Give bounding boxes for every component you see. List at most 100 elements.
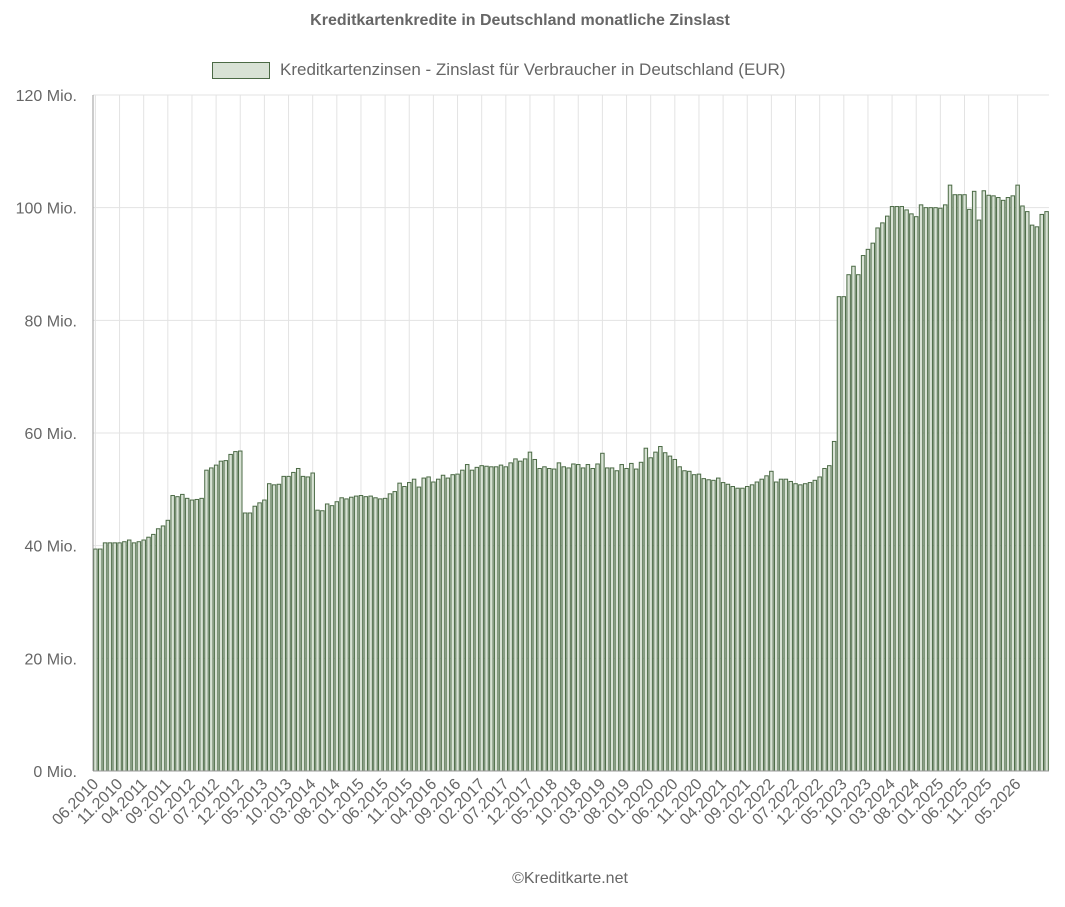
bar-03.2026[interactable]: 03.2026: 101800000: [1005, 197, 1011, 772]
bar-12.2022[interactable]: 12.2022: 52200000: [817, 476, 822, 772]
bar-06.2011[interactable]: 06.2011: 42000000: [151, 533, 156, 772]
bar-02.2025[interactable]: 02.2025: 100500000: [942, 204, 948, 772]
bar-05.2022[interactable]: 05.2022: 51800000: [783, 478, 789, 772]
bar-10.2016[interactable]: 10.2016: 53400000: [460, 469, 465, 772]
bar-04.2014[interactable]: 04.2014: 46300000: [315, 509, 320, 772]
bar-09.2013[interactable]: 09.2013: 52300000: [281, 475, 286, 772]
bar-undefined[interactable]: undefined: 100300000: [1020, 205, 1025, 772]
bar-12.2015[interactable]: 12.2015: 51800000: [411, 478, 417, 772]
bar-undefined[interactable]: undefined: 99300000: [1025, 211, 1030, 772]
bar-08.2018[interactable]: 08.2018: 53800000: [566, 467, 571, 772]
bar-02.2018[interactable]: 02.2018: 53700000: [537, 467, 542, 772]
bar-02.2014[interactable]: 02.2014: 52200000: [305, 476, 311, 772]
bar-01.2019[interactable]: 01.2019: 53700000: [590, 467, 595, 772]
bar-08.2020[interactable]: 08.2020: 53300000: [682, 470, 687, 772]
bar-undefined[interactable]: undefined: 99300000: [1044, 211, 1049, 772]
bar-06.2017[interactable]: 06.2017: 54300000: [498, 464, 504, 772]
bar-11.2019[interactable]: 11.2019: 54800000: [638, 461, 644, 772]
bar-06.2024[interactable]: 06.2024: 99600000: [904, 209, 909, 772]
bar-11.2023[interactable]: 11.2023: 93700000: [870, 242, 876, 772]
bar-12.2018[interactable]: 12.2018: 54400000: [585, 464, 591, 772]
bar-11.2021[interactable]: 11.2021: 51300000: [754, 481, 760, 772]
bar-11.2014[interactable]: 11.2014: 48600000: [349, 496, 354, 772]
bar-02.2022[interactable]: 02.2022: 53200000: [769, 470, 774, 772]
bar-04.2025[interactable]: 04.2025: 102300000: [952, 194, 958, 772]
bar-04.2022[interactable]: 04.2022: 51800000: [778, 478, 784, 772]
bar-01.2022[interactable]: 01.2022: 52400000: [764, 475, 769, 772]
bar-03.2012[interactable]: 03.2012: 48200000: [194, 498, 200, 772]
bar-07.2021[interactable]: 07.2021: 50200000: [735, 487, 740, 772]
bar-03.2023[interactable]: 03.2023: 58500000: [831, 440, 837, 772]
bar-12.2020[interactable]: 12.2020: 51900000: [701, 478, 707, 772]
bar-02.2020[interactable]: 02.2020: 56600000: [653, 451, 658, 772]
bar-02.2019[interactable]: 02.2019: 54500000: [595, 463, 600, 772]
bar-05.2024[interactable]: 05.2024: 100200000: [899, 206, 904, 772]
bar-05.2023[interactable]: 05.2023: 84200000: [841, 296, 847, 772]
bar-07.2023[interactable]: 07.2023: 89600000: [851, 265, 856, 772]
bar-10.2010[interactable]: 10.2010: 40500000: [112, 542, 117, 772]
bar-11.2016[interactable]: 11.2016: 54400000: [464, 464, 470, 772]
bar-12.2025[interactable]: 12.2025: 102100000: [991, 195, 996, 772]
bar-09.2019[interactable]: 09.2019: 54600000: [629, 462, 634, 772]
bar-02.2024[interactable]: 02.2024: 98500000: [885, 215, 890, 772]
bar-11.2011[interactable]: 11.2011: 48700000: [175, 496, 180, 772]
bar-04.2015[interactable]: 04.2015: 48500000: [373, 497, 378, 772]
bar-undefined[interactable]: undefined: 98800000: [1039, 213, 1045, 772]
bar-10.2024[interactable]: 10.2024: 100000000: [923, 207, 929, 772]
bar-09.2015[interactable]: 09.2015: 51100000: [397, 482, 402, 772]
bar-01.2017[interactable]: 01.2017: 53900000: [474, 466, 480, 772]
bar-06.2014[interactable]: 06.2014: 47400000: [324, 503, 330, 772]
bar-09.2023[interactable]: 09.2023: 91500000: [860, 255, 866, 772]
bar-11.2022[interactable]: 11.2022: 51600000: [812, 479, 818, 772]
bar-12.2011[interactable]: 12.2011: 49100000: [180, 493, 185, 772]
bar-07.2018[interactable]: 07.2018: 54000000: [561, 466, 567, 772]
bar-04.2023[interactable]: 04.2023: 84200000: [836, 296, 842, 772]
bar-undefined[interactable]: undefined: 96900000: [1029, 224, 1035, 772]
bar-02.2023[interactable]: 02.2023: 54200000: [827, 465, 832, 772]
bar-01.2016[interactable]: 01.2016: 50400000: [416, 486, 422, 772]
bar-06.2021[interactable]: 06.2021: 50500000: [730, 486, 735, 772]
bar-01.2015[interactable]: 01.2015: 48900000: [358, 495, 364, 772]
bar-08.2011[interactable]: 08.2011: 43500000: [160, 525, 166, 772]
bar-12.2013[interactable]: 12.2013: 53700000: [295, 467, 301, 772]
bar-01.2024[interactable]: 01.2024: 97300000: [880, 222, 885, 772]
bar-07.2016[interactable]: 07.2016: 52000000: [445, 477, 451, 772]
bar-07.2013[interactable]: 07.2013: 50800000: [271, 484, 277, 772]
bar-03.2025[interactable]: 03.2025: 104000000: [947, 184, 953, 772]
bar-06.2022[interactable]: 06.2022: 51400000: [788, 480, 793, 772]
bar-01.2020[interactable]: 01.2020: 55600000: [648, 457, 653, 772]
bar-09.2011[interactable]: 09.2011: 44500000: [165, 519, 171, 772]
bar-12.2016[interactable]: 12.2016: 53400000: [469, 469, 475, 772]
bar-02.2017[interactable]: 02.2017: 54200000: [479, 465, 484, 772]
bar-07.2019[interactable]: 07.2019: 54400000: [619, 464, 624, 772]
bar-08.2025[interactable]: 08.2025: 102900000: [971, 190, 977, 772]
bar-07.2020[interactable]: 07.2020: 54000000: [677, 466, 682, 772]
bar-03.2013[interactable]: 03.2013: 47000000: [252, 505, 257, 772]
bar-12.2017[interactable]: 12.2017: 56600000: [527, 451, 533, 772]
bar-12.2023[interactable]: 12.2023: 96400000: [875, 227, 880, 772]
bar-08.2016[interactable]: 08.2016: 52600000: [450, 474, 455, 772]
bar-03.2018[interactable]: 03.2018: 54000000: [542, 466, 547, 772]
bar-06.2012[interactable]: 06.2012: 53800000: [209, 467, 214, 772]
bar-11.2024[interactable]: 11.2024: 100000000: [928, 207, 933, 772]
bar-02.2026[interactable]: 02.2026: 101300000: [1000, 199, 1006, 772]
bar-02.2011[interactable]: 02.2011: 40500000: [131, 542, 137, 772]
bar-11.2010[interactable]: 11.2010: 40500000: [117, 542, 122, 772]
bar-05.2021[interactable]: 05.2021: 50900000: [725, 483, 731, 772]
bar-07.2011[interactable]: 07.2011: 43000000: [155, 528, 161, 772]
bar-07.2024[interactable]: 07.2024: 98900000: [909, 213, 914, 772]
bar-05.2011[interactable]: 05.2011: 41500000: [146, 536, 151, 772]
bar-09.2020[interactable]: 09.2020: 53200000: [687, 470, 692, 772]
bar-04.2024[interactable]: 04.2024: 100200000: [894, 206, 900, 772]
bar-03.2014[interactable]: 03.2014: 52900000: [310, 472, 315, 772]
bar-08.2019[interactable]: 08.2019: 53700000: [624, 467, 629, 772]
bar-05.2020[interactable]: 05.2020: 55900000: [667, 455, 673, 772]
bar-03.2021[interactable]: 03.2021: 52000000: [716, 477, 721, 772]
bar-04.2016[interactable]: 04.2016: 51300000: [431, 481, 436, 772]
bar-12.2014[interactable]: 12.2014: 48800000: [353, 495, 359, 772]
bar-06.2013[interactable]: 06.2013: 51000000: [266, 483, 272, 772]
bar-07.2010[interactable]: 07.2010: 39400000: [98, 548, 103, 772]
bar-08.2015[interactable]: 08.2015: 49600000: [392, 491, 398, 772]
bar-04.2017[interactable]: 04.2017: 54000000: [489, 466, 494, 772]
bar-01.2013[interactable]: 01.2013: 45800000: [242, 512, 248, 772]
